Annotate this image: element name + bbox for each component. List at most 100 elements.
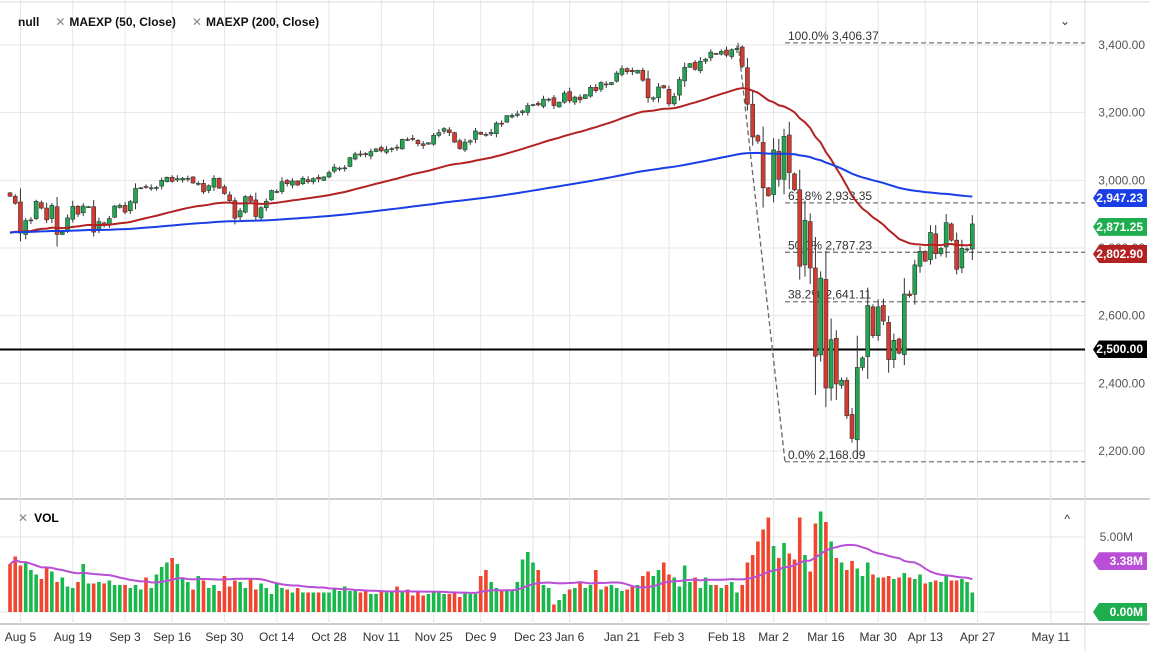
candle	[933, 233, 939, 255]
candle	[949, 223, 954, 241]
volume-bar	[698, 588, 703, 612]
volume-bar	[180, 577, 185, 612]
chevron-down-icon[interactable]: ⌄	[1059, 14, 1070, 28]
volume-bar	[714, 585, 718, 612]
remove-icon[interactable]: ✕	[55, 15, 66, 29]
volume-bar	[593, 570, 598, 612]
candle	[875, 306, 881, 336]
legend-ma50[interactable]: ✕ MAEXP (50, Close)	[55, 15, 176, 29]
candle	[504, 115, 510, 123]
volume-bar	[285, 589, 289, 612]
candle	[175, 178, 180, 181]
ma50-line	[9, 87, 973, 247]
candle	[169, 176, 175, 182]
volume-bar	[170, 558, 174, 612]
volume-bar	[546, 588, 551, 612]
volume-bar	[651, 576, 656, 612]
remove-icon[interactable]: ✕	[191, 15, 202, 29]
remove-icon[interactable]: ✕	[18, 511, 29, 525]
candle	[300, 177, 306, 185]
volume-bar	[724, 585, 729, 612]
candle	[347, 157, 353, 167]
candle	[274, 191, 280, 193]
candle	[849, 414, 855, 439]
candle	[195, 183, 201, 185]
volume-bar	[839, 562, 844, 612]
volume-bar	[505, 591, 509, 612]
candle	[797, 189, 803, 267]
candle	[802, 219, 808, 266]
legend-ma200[interactable]: ✕ MAEXP (200, Close)	[191, 15, 320, 29]
volume-bar	[520, 559, 525, 612]
candle	[922, 251, 928, 262]
volume-bar	[306, 592, 310, 612]
candle	[18, 201, 23, 234]
volume-bar	[316, 592, 321, 612]
volume-bar	[719, 588, 724, 612]
volume-bar	[34, 574, 38, 612]
candle	[907, 293, 912, 296]
candle	[337, 167, 342, 170]
candle	[881, 305, 886, 322]
candle	[546, 98, 551, 101]
candle	[713, 53, 719, 55]
volume-bar	[750, 555, 755, 612]
candle	[394, 146, 400, 149]
volume-bar	[808, 571, 812, 612]
candle	[44, 207, 49, 221]
volume-bar	[410, 595, 415, 612]
volume-bar	[803, 555, 807, 612]
volume-bar	[813, 523, 818, 612]
x-tick-label: Sep 3	[109, 630, 141, 644]
candle	[478, 131, 484, 135]
volume-bar	[342, 586, 347, 612]
volume-bar	[897, 577, 901, 612]
volume-bar	[18, 565, 23, 612]
volume-bar	[238, 582, 242, 612]
volume-bar	[824, 522, 828, 612]
volume-bar	[416, 592, 420, 612]
candle	[23, 220, 28, 235]
volume-bar	[86, 583, 91, 612]
volume-bar	[573, 588, 577, 612]
volume-bar	[196, 576, 201, 612]
volume-bar	[60, 577, 65, 612]
volume-bar	[227, 586, 232, 612]
volume-bar	[944, 576, 948, 612]
candle	[164, 176, 170, 182]
volume-bar	[159, 567, 164, 612]
candle	[243, 196, 248, 213]
chevron-up-icon[interactable]: ^	[1064, 512, 1070, 526]
candle	[54, 206, 60, 235]
x-tick-label: May 11	[1032, 630, 1071, 644]
candle	[483, 134, 489, 136]
candle	[452, 132, 457, 143]
volume-bar	[829, 541, 833, 612]
candle	[211, 177, 217, 188]
candle	[269, 190, 274, 201]
volume-bar	[954, 580, 959, 612]
fib-level-label: 0.0% 2,168.09	[788, 448, 866, 462]
volume-bar	[233, 580, 237, 612]
x-tick-label: Dec 23	[514, 630, 552, 644]
candle	[603, 83, 609, 86]
volume-bar	[144, 577, 148, 612]
volume-bar	[332, 589, 337, 612]
volume-bar	[834, 558, 839, 612]
volume-bar	[656, 570, 661, 612]
candle	[834, 338, 839, 385]
volume-bar	[928, 582, 933, 612]
candle	[473, 130, 478, 140]
volume-bar	[667, 574, 671, 612]
candle	[133, 188, 138, 204]
candle	[117, 205, 123, 208]
volume-bar	[280, 588, 284, 612]
candle	[891, 340, 897, 360]
volume-bar	[186, 582, 190, 612]
volume-bar	[525, 552, 530, 612]
volume-bar	[254, 589, 258, 612]
volume-bar	[970, 592, 975, 612]
candle	[436, 132, 442, 136]
candle	[80, 205, 86, 214]
